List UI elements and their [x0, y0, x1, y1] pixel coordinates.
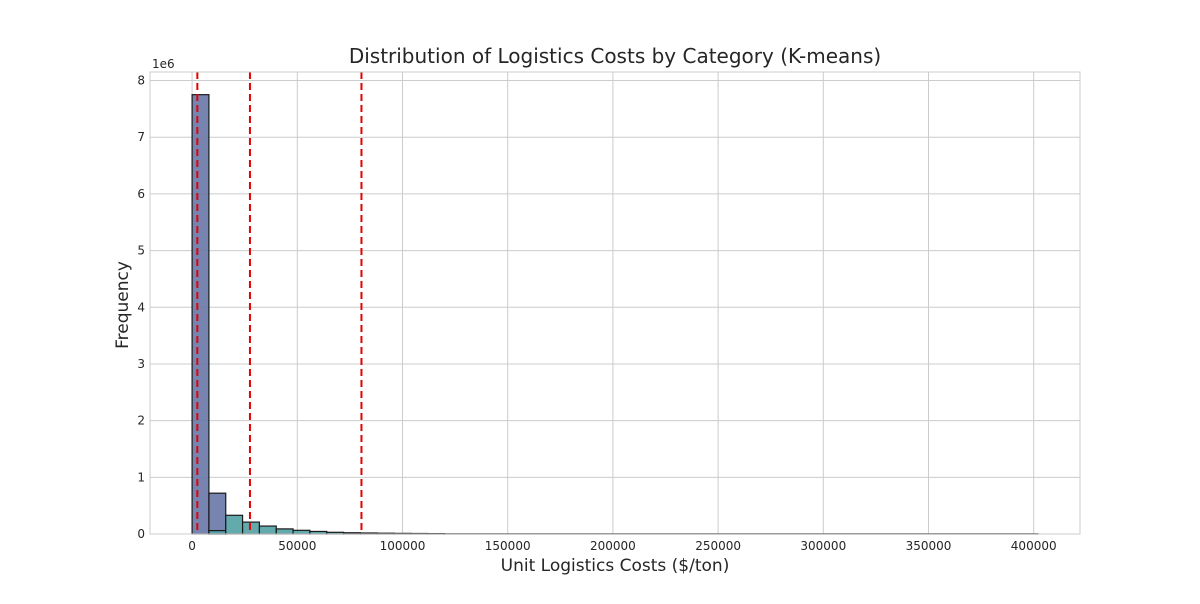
x-tick-label: 250000 — [695, 539, 741, 553]
x-axis-label: Unit Logistics Costs ($/ton) — [501, 556, 730, 576]
x-tick-label: 0 — [188, 539, 196, 553]
y-tick-label: 0 — [137, 527, 145, 541]
y-tick-label: 8 — [137, 74, 145, 88]
x-tick-label: 300000 — [800, 539, 846, 553]
x-tick-label: 400000 — [1011, 539, 1057, 553]
bar-layer — [192, 95, 1038, 534]
histogram-bar-s1-b1 — [226, 515, 243, 534]
y-tick-label: 1 — [137, 470, 145, 484]
y-tick-label: 2 — [137, 414, 145, 428]
x-tick-label: 50000 — [278, 539, 316, 553]
y-axis-label: Frequency — [113, 261, 133, 349]
x-tick-label: 350000 — [906, 539, 952, 553]
histogram-bar-s1-b5 — [293, 530, 310, 534]
histogram-bar-s0-b1 — [209, 493, 226, 534]
threshold-layer — [197, 72, 361, 534]
y-tick-label: 3 — [137, 357, 145, 371]
chart-title: Distribution of Logistics Costs by Categ… — [349, 44, 881, 68]
y-offset-label: 1e6 — [152, 57, 175, 71]
y-tick-label: 6 — [137, 187, 145, 201]
histogram-bar-s1-b3 — [259, 526, 276, 534]
grid-layer — [150, 72, 1080, 534]
histogram-bar-s1-b2 — [243, 522, 260, 534]
histogram-bar-s1-b0 — [209, 531, 226, 534]
x-tick-label: 100000 — [380, 539, 426, 553]
x-tick-labels: 0 50000 100000 150000 200000 250000 300000 3500… — [188, 539, 1056, 553]
histogram-bar-s1-b4 — [276, 529, 293, 534]
histogram-bar-s0-b0 — [192, 95, 209, 534]
x-tick-label: 200000 — [590, 539, 636, 553]
y-tick-label: 4 — [137, 300, 145, 314]
y-tick-label: 5 — [137, 244, 145, 258]
plot-frame — [150, 72, 1080, 534]
y-tick-labels: 0 1 2 3 4 5 6 7 8 — [137, 74, 145, 541]
y-tick-label: 7 — [137, 130, 145, 144]
x-tick-label: 150000 — [485, 539, 531, 553]
